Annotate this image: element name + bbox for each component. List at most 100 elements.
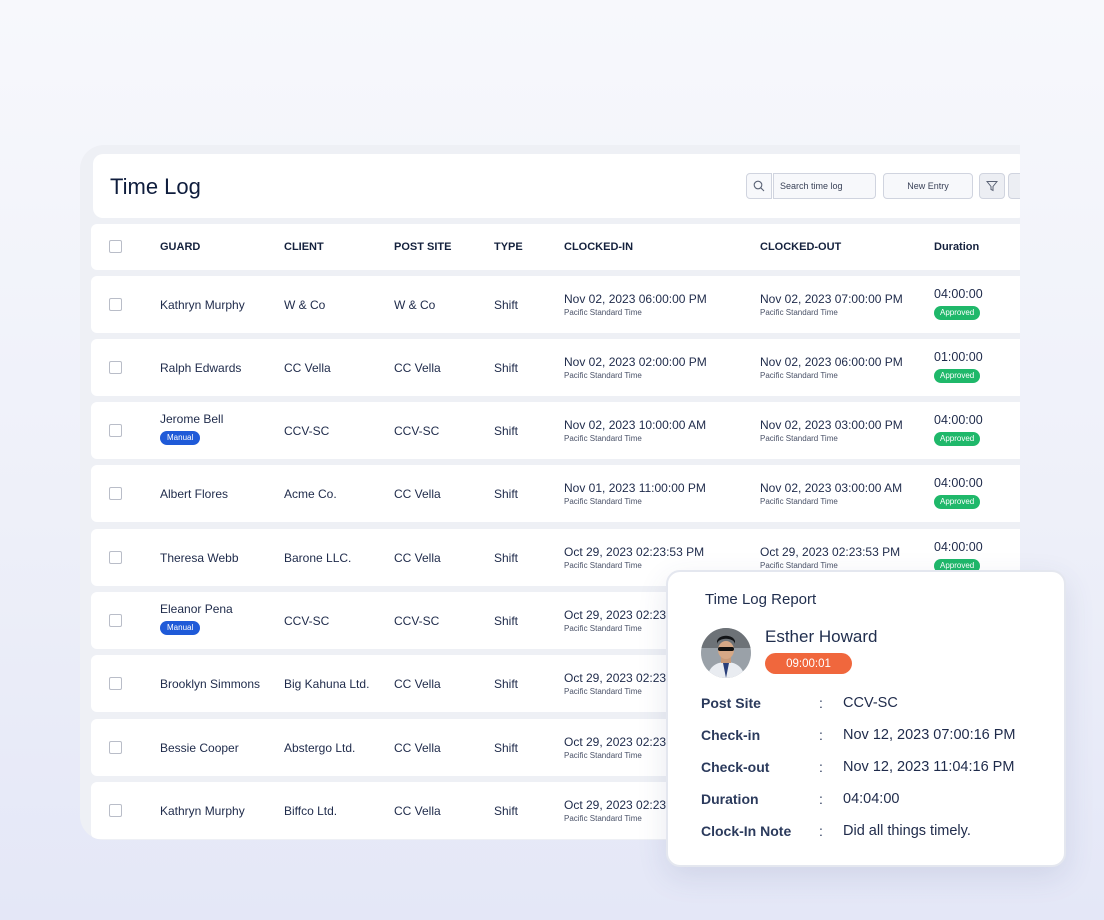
row-checkbox[interactable] [109, 614, 122, 627]
clocked-in-timezone: Pacific Standard Time [564, 434, 642, 443]
client-cell: Acme Co. [284, 487, 337, 501]
post-site-cell: CC Vella [394, 741, 441, 755]
clocked-in-cell: Oct 29, 2023 02:23 Pacific Standard Time [564, 735, 666, 760]
guard-cell: Albert Flores [160, 487, 228, 501]
client-cell: Barone LLC. [284, 551, 352, 565]
row-checkbox[interactable] [109, 361, 122, 374]
client-cell: Big Kahuna Ltd. [284, 677, 370, 691]
post-site-cell: CC Vella [394, 487, 441, 501]
time-log-panel: Time Log New Entry GUARD CLIENT POST SIT… [80, 145, 1020, 840]
client-cell: Abstergo Ltd. [284, 741, 356, 755]
row-checkbox[interactable] [109, 551, 122, 564]
post-site-cell: CC Vella [394, 551, 441, 565]
row-checkbox[interactable] [109, 741, 122, 754]
guard-cell: Ralph Edwards [160, 361, 241, 375]
clocked-in-timezone: Pacific Standard Time [564, 624, 642, 633]
table-row[interactable]: Jerome Bell Manual CCV-SC CCV-SC Shift Nov 02… [91, 402, 1020, 459]
table-row[interactable]: Ralph Edwards CC Vella CC Vella Shift Nov 02… [91, 339, 1020, 396]
guard-name: Theresa Webb [160, 551, 239, 565]
guard-name: Kathryn Murphy [160, 804, 245, 818]
type-cell: Shift [494, 551, 519, 565]
table-header: GUARD CLIENT POST SITE TYPE CLOCKED-IN C… [91, 224, 1020, 270]
clocked-in-timezone: Pacific Standard Time [564, 561, 642, 570]
guard-name: Bessie Cooper [160, 741, 239, 755]
report-field-label: Duration [701, 791, 759, 807]
row-checkbox[interactable] [109, 424, 122, 437]
clocked-in-timezone: Pacific Standard Time [564, 687, 642, 696]
manual-badge: Manual [160, 621, 201, 635]
table-row[interactable]: Theresa Webb Barone LLC. CC Vella Shift Oct … [91, 529, 1020, 586]
clocked-in-cell: Nov 02, 2023 10:00:00 AM Pacific Standard… [564, 418, 706, 443]
duration-cell: 04:00:00 Approved [934, 287, 983, 320]
client-cell: W & Co [284, 298, 326, 312]
search-input[interactable] [773, 173, 876, 199]
clocked-out-timezone: Pacific Standard Time [760, 434, 838, 443]
report-field-value: Nov 12, 2023 07:00:16 PM [843, 727, 1016, 743]
search-icon [753, 180, 765, 192]
clocked-in-cell: Oct 29, 2023 02:23 Pacific Standard Time [564, 671, 666, 696]
duration-cell: 04:00:00 Approved [934, 413, 983, 446]
guard-name: Jerome Bell [160, 412, 224, 426]
status-badge: Approved [934, 369, 981, 383]
search-button[interactable] [746, 173, 772, 199]
clocked-in-time: Oct 29, 2023 02:23 [564, 608, 667, 622]
column-header-guard: GUARD [160, 241, 201, 253]
clocked-out-time: Nov 02, 2023 06:00:00 PM [760, 355, 903, 369]
post-site-cell: W & Co [394, 298, 436, 312]
more-button[interactable] [1008, 173, 1020, 199]
duration-cell: 04:00:00 Approved [934, 540, 983, 573]
filter-button[interactable] [979, 173, 1005, 199]
timer-badge: 09:00:01 [765, 653, 852, 674]
table-row[interactable]: Albert Flores Acme Co. CC Vella Shift Nov 01… [91, 465, 1020, 522]
report-field-value: 04:04:00 [843, 791, 900, 807]
clocked-in-time: Nov 01, 2023 11:00:00 PM [564, 481, 706, 495]
guard-name: Albert Flores [160, 487, 229, 501]
client-cell: CC Vella [284, 361, 331, 375]
row-checkbox[interactable] [109, 677, 122, 690]
clocked-in-timezone: Pacific Standard Time [564, 371, 642, 380]
type-cell: Shift [494, 361, 519, 375]
clocked-out-cell: Nov 02, 2023 03:00:00 AM Pacific Standard… [760, 481, 902, 506]
clocked-in-time: Nov 02, 2023 10:00:00 AM [564, 418, 707, 432]
type-cell: Shift [494, 677, 519, 691]
filter-icon [986, 181, 998, 192]
guard-name: Kathryn Murphy [160, 298, 245, 312]
clocked-in-cell: Oct 29, 2023 02:23 Pacific Standard Time [564, 798, 666, 823]
clocked-in-cell: Nov 02, 2023 06:00:00 PM Pacific Standard… [564, 292, 707, 317]
report-field-separator: : [819, 759, 823, 775]
type-cell: Shift [494, 804, 519, 818]
duration-cell: 01:00:00 Approved [934, 350, 983, 383]
row-checkbox[interactable] [109, 298, 122, 311]
clocked-in-cell: Oct 29, 2023 02:23:53 PM Pacific Standard… [564, 545, 704, 570]
type-cell: Shift [494, 741, 519, 755]
report-field-separator: : [819, 823, 823, 839]
clocked-in-time: Oct 29, 2023 02:23:53 PM [564, 545, 705, 559]
row-checkbox[interactable] [109, 804, 122, 817]
type-cell: Shift [494, 614, 519, 628]
table-row[interactable]: Kathryn Murphy W & Co W & Co Shift Nov 02, 2… [91, 276, 1020, 333]
clocked-out-timezone: Pacific Standard Time [760, 497, 838, 506]
post-site-cell: CCV-SC [394, 614, 440, 628]
column-header-clocked-in: CLOCKED-IN [564, 241, 634, 253]
clocked-out-time: Nov 02, 2023 03:00:00 PM [760, 418, 903, 432]
new-entry-button[interactable]: New Entry [883, 173, 973, 199]
manual-badge: Manual [160, 431, 201, 445]
client-cell: CCV-SC [284, 424, 330, 438]
column-header-clocked-out: CLOCKED-OUT [760, 241, 842, 253]
clocked-out-time: Nov 02, 2023 07:00:00 PM [760, 292, 903, 306]
duration-value: 04:00:00 [934, 287, 983, 301]
guard-cell: Jerome Bell Manual [160, 412, 223, 445]
clocked-in-cell: Nov 01, 2023 11:00:00 PM Pacific Standard… [564, 481, 706, 506]
guard-cell: Eleanor Pena Manual [160, 602, 233, 635]
time-log-report-card: Time Log Report Esther Howard 09:00:01 P… [666, 570, 1066, 867]
client-cell: Biffco Ltd. [284, 804, 338, 818]
status-badge: Approved [934, 306, 981, 320]
report-field-label: Check-out [701, 759, 770, 775]
report-title: Time Log Report [705, 591, 817, 608]
guard-name: Eleanor Pena [160, 602, 233, 616]
select-all-checkbox[interactable] [109, 240, 122, 253]
row-checkbox[interactable] [109, 487, 122, 500]
post-site-cell: CCV-SC [394, 424, 440, 438]
duration-cell: 04:00:00 Approved [934, 476, 983, 509]
status-badge: Approved [934, 559, 981, 573]
